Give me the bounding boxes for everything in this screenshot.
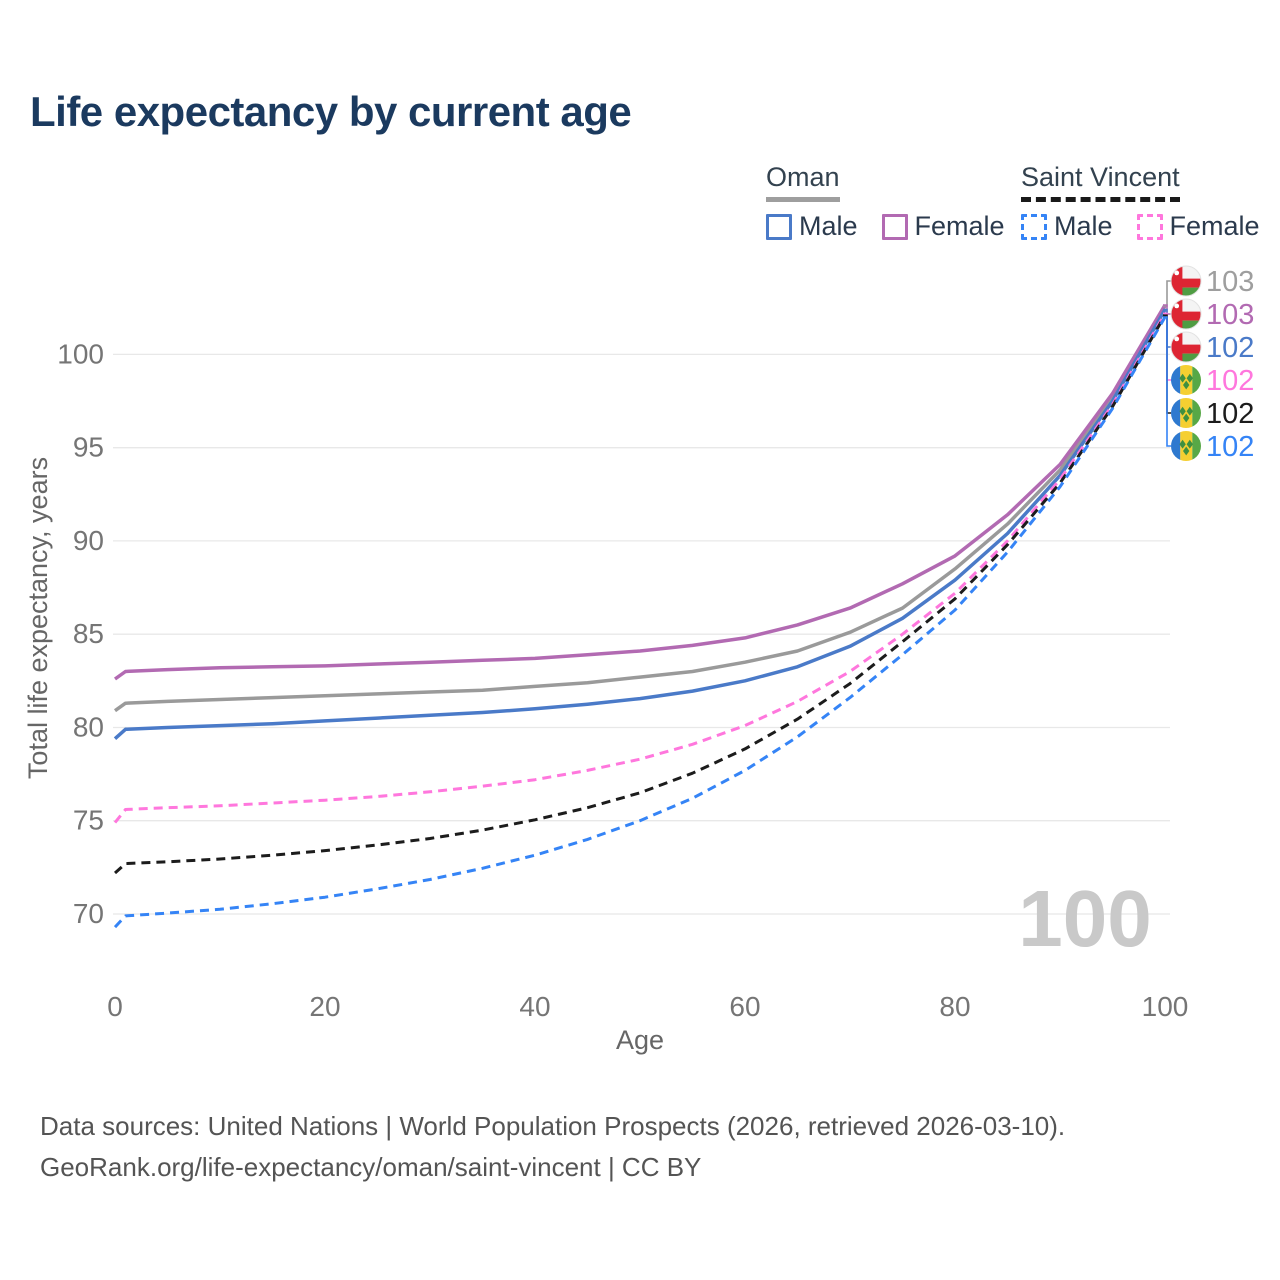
saint-vincent-flag-icon	[1171, 431, 1201, 461]
x-tick-label: 100	[1142, 991, 1189, 1022]
legend-swatch-oman-female-icon	[881, 213, 908, 240]
oman-flag-icon	[1171, 332, 1201, 362]
legend-title-oman: Oman	[766, 162, 840, 202]
saint-vincent-flag-icon	[1171, 365, 1201, 395]
series-line-saint-vincent-male	[113, 316, 1167, 929]
endpoint-value-label: 102	[1206, 398, 1254, 430]
x-tick-label: 40	[519, 991, 550, 1022]
leader-line	[1163, 280, 1171, 307]
legend-title-saint-vincent: Saint Vincent	[1021, 162, 1180, 202]
series-line-oman-both	[113, 305, 1167, 713]
endpoint-value-label: 102	[1206, 365, 1254, 397]
gridlines	[113, 353, 1170, 915]
series-line-oman-male	[113, 308, 1167, 741]
legend-item-saint-vincent-male[interactable]: Male	[1021, 211, 1113, 242]
footer-datasource-line: Data sources: United Nations | World Pop…	[40, 1111, 1066, 1141]
legend-item-label: Male	[799, 211, 858, 241]
legend-items-saint-vincent: Male Female	[1021, 211, 1260, 242]
series-line-saint-vincent-both	[113, 314, 1167, 875]
y-tick-label: 75	[73, 805, 104, 836]
legend-items-oman: Male Female	[766, 211, 1005, 242]
legend-item-oman-female[interactable]: Female	[881, 211, 1005, 242]
series-line-saint-vincent-female	[113, 312, 1167, 824]
endpoint-value-label: 103	[1206, 299, 1254, 331]
age-watermark: 100	[1018, 874, 1151, 963]
legend-item-label: Female	[1169, 211, 1260, 241]
endpoint-value-label: 102	[1206, 431, 1254, 463]
legend-item-label: Female	[914, 211, 1005, 241]
page-title: Life expectancy by current age	[30, 88, 632, 135]
legend-item-label: Male	[1054, 211, 1113, 241]
x-tick-label: 20	[309, 991, 340, 1022]
leader-line	[1163, 316, 1171, 447]
legend-group-saint-vincent: Saint Vincent Male Female	[1021, 162, 1260, 242]
footer: Data sources: United Nations | World Pop…	[40, 1106, 1065, 1188]
series-lines	[113, 304, 1167, 929]
oman-flag-icon	[1171, 266, 1201, 296]
y-tick-label: 85	[73, 618, 104, 649]
legend-swatch-saint-vincent-male-icon	[1021, 213, 1047, 240]
legend-item-saint-vincent-female[interactable]: Female	[1136, 211, 1260, 242]
x-tick-label: 80	[939, 991, 970, 1022]
legend-group-oman: Oman Male Female	[766, 162, 1005, 242]
endpoint-value-label: 102	[1206, 332, 1254, 364]
x-tick-label: 0	[107, 991, 123, 1022]
y-tick-label: 90	[73, 525, 104, 556]
legend-item-oman-male[interactable]: Male	[766, 211, 858, 242]
endpoint-value-label: 103	[1206, 266, 1254, 298]
y-tick-label: 95	[73, 432, 104, 463]
footer-attribution-line: GeoRank.org/life-expectancy/oman/saint-v…	[40, 1152, 702, 1182]
y-tick-label: 70	[73, 898, 104, 929]
y-tick-label: 100	[57, 338, 104, 369]
y-tick-label: 80	[73, 712, 104, 743]
x-tick-label: 60	[729, 991, 760, 1022]
oman-flag-icon	[1171, 299, 1201, 329]
legend-swatch-saint-vincent-female-icon	[1136, 213, 1163, 240]
series-line-oman-female	[113, 304, 1167, 681]
y-axis-title: Total life expectancy, years	[23, 457, 53, 779]
x-axis-title: Age	[616, 1025, 664, 1055]
saint-vincent-flag-icon	[1171, 398, 1201, 428]
legend-swatch-oman-male-icon	[766, 213, 792, 240]
